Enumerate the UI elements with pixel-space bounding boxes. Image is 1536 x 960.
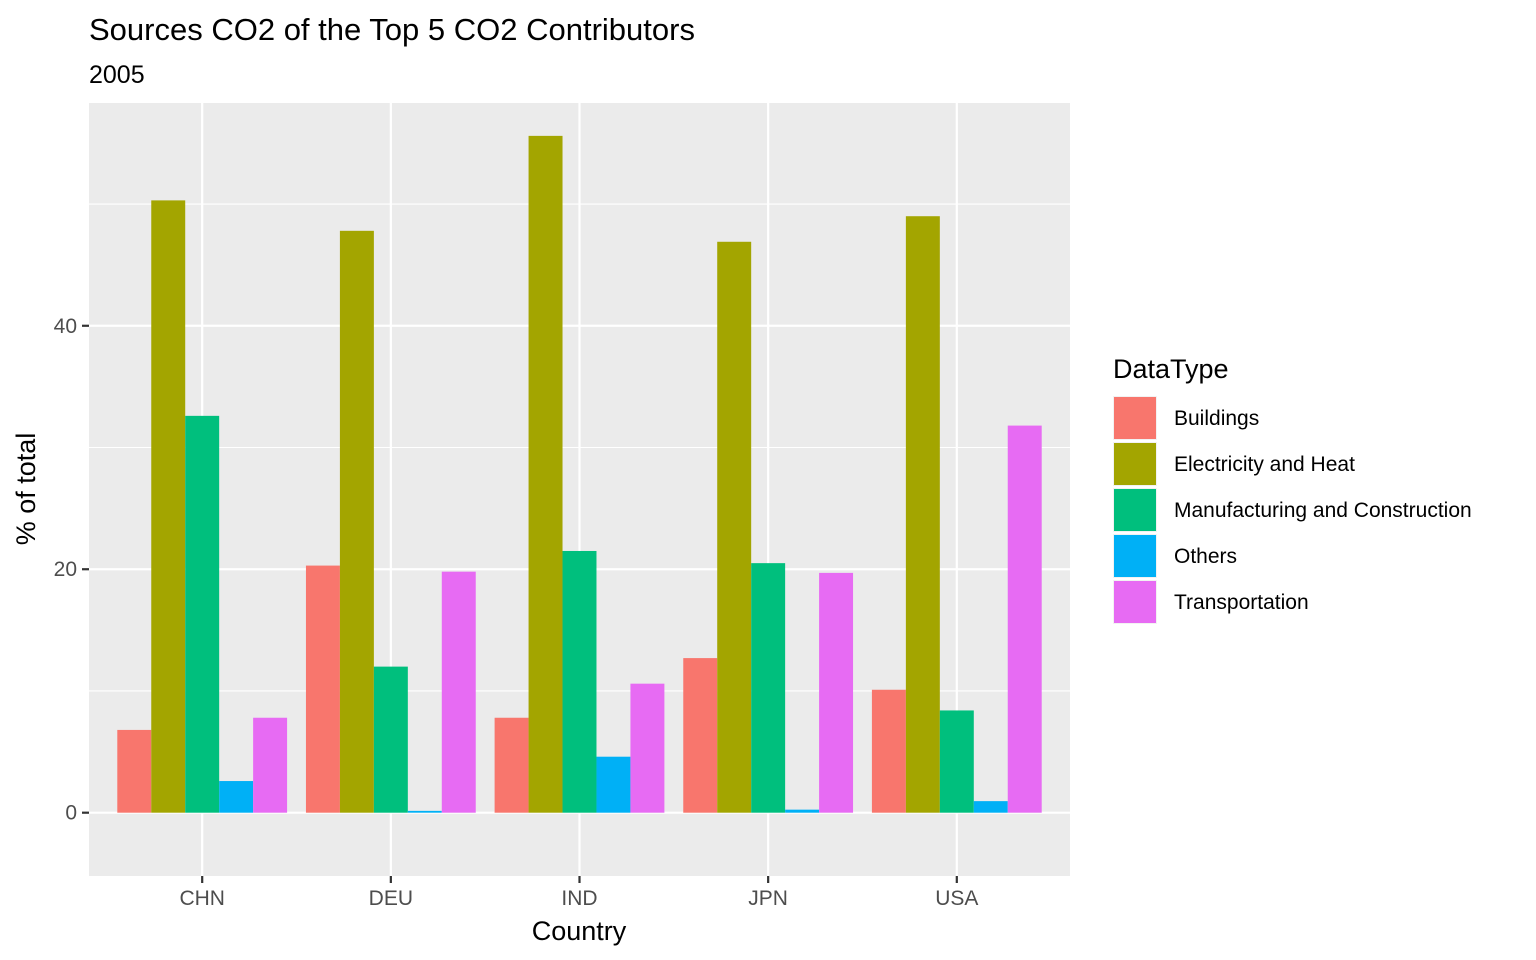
- legend-item: Electricity and Heat: [1113, 442, 1355, 486]
- x-tick-label-chn: CHN: [179, 887, 225, 910]
- legend-label: Electricity and Heat: [1174, 453, 1355, 476]
- bar-ind-5: [630, 683, 665, 813]
- bar-deu-4: [407, 810, 442, 813]
- x-axis: CHN DEU IND JPN USA: [179, 876, 978, 910]
- bar-usa-5: [1007, 425, 1042, 813]
- legend-items: Buildings Electricity and Heat Manufacturi…: [1113, 396, 1472, 624]
- bar-jpn-2: [717, 241, 752, 813]
- bar-chn-1: [117, 729, 152, 813]
- bar-deu-1: [305, 565, 340, 813]
- legend-label: Manufacturing and Construction: [1174, 499, 1472, 522]
- legend-key-swatch: [1114, 397, 1156, 439]
- bar-chn-3: [185, 415, 220, 813]
- legend-label: Transportation: [1174, 591, 1309, 614]
- bar-ind-2: [528, 135, 563, 813]
- x-tick-label-usa: USA: [935, 887, 978, 910]
- y-tick-label: 0: [65, 802, 77, 825]
- chart-title: Sources CO2 of the Top 5 CO2 Contributor…: [89, 12, 695, 47]
- bar-jpn-3: [751, 563, 786, 813]
- legend-item: Manufacturing and Construction: [1113, 488, 1472, 532]
- bars: [117, 135, 1042, 813]
- legend-item: Transportation: [1113, 580, 1309, 624]
- bar-deu-5: [441, 571, 476, 813]
- bar-deu-3: [373, 666, 408, 813]
- bar-usa-3: [939, 710, 974, 813]
- x-tick-label-jpn: JPN: [748, 887, 788, 910]
- bar-chn-4: [219, 781, 254, 813]
- legend-key-swatch: [1114, 489, 1156, 531]
- legend-title: DataType: [1113, 354, 1229, 384]
- x-axis-title: Country: [532, 916, 627, 946]
- legend-item: Buildings: [1113, 396, 1259, 440]
- chart-subtitle: 2005: [89, 61, 145, 89]
- y-tick-label: 40: [54, 315, 77, 338]
- bar-ind-3: [562, 550, 597, 813]
- bar-jpn-5: [819, 572, 854, 813]
- bar-ind-4: [596, 756, 631, 813]
- legend-key-swatch: [1114, 443, 1156, 485]
- bar-jpn-1: [683, 658, 718, 813]
- legend-item: Others: [1113, 534, 1237, 578]
- bar-chn-5: [253, 717, 288, 813]
- bar-usa-4: [973, 801, 1008, 813]
- bar-ind-1: [494, 717, 529, 813]
- bar-chn-2: [151, 200, 186, 813]
- legend-label: Buildings: [1174, 407, 1259, 430]
- legend: DataType Buildings Electricity and Heat Ma…: [1113, 354, 1472, 624]
- x-tick-label-deu: DEU: [369, 887, 413, 910]
- y-axis: 0 20 40: [54, 315, 89, 825]
- y-tick-label: 20: [54, 558, 77, 581]
- bar-jpn-4: [785, 809, 820, 813]
- legend-key-swatch: [1114, 535, 1156, 577]
- bar-usa-2: [905, 216, 940, 813]
- bar-usa-1: [871, 689, 906, 813]
- x-tick-label-ind: IND: [561, 887, 597, 910]
- y-axis-title: % of total: [11, 433, 41, 546]
- bar-deu-2: [339, 230, 374, 813]
- legend-key-swatch: [1114, 581, 1156, 623]
- legend-label: Others: [1174, 545, 1237, 568]
